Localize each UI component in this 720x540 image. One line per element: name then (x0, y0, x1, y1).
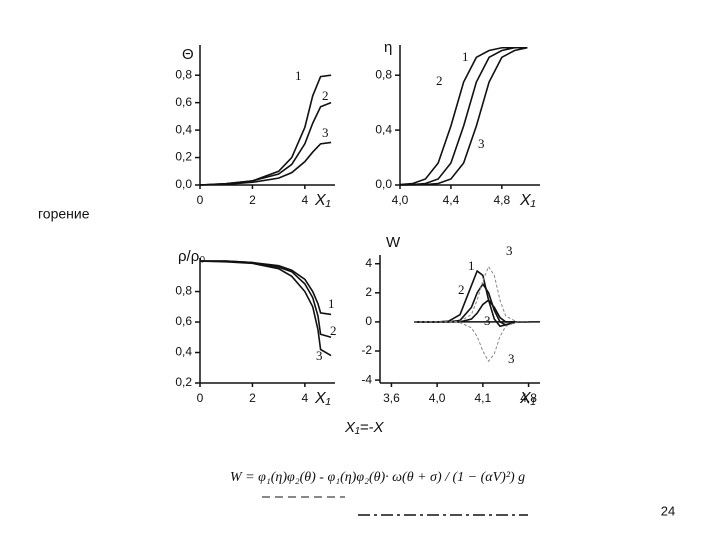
curve (200, 260, 332, 339)
y-tick-label: 0,8 (375, 67, 392, 81)
curve (399, 46, 528, 186)
curve (199, 260, 332, 357)
curve-label: 3 (484, 313, 491, 328)
y-tick-label: 2 (365, 285, 372, 299)
curve-label: 3 (506, 243, 513, 258)
curve-label: 1 (328, 296, 335, 311)
y-axis-label: η (384, 39, 392, 56)
curve-label: 3 (316, 348, 323, 363)
curve-label: 3 (508, 351, 515, 366)
curve (199, 101, 332, 186)
curve-label: 1 (295, 68, 302, 83)
y-tick-label: -2 (361, 343, 372, 357)
x-tick-label: 0 (197, 193, 204, 207)
curve-label: 1 (468, 258, 475, 273)
x-tick-label: 4,8 (520, 391, 537, 405)
y-tick-label: 0,8 (175, 67, 192, 81)
y-tick-label: 0,0 (375, 177, 392, 191)
curve (199, 74, 332, 186)
page-number: 24 (661, 503, 675, 518)
x-tick-label: 3,6 (383, 391, 400, 405)
y-axis-label: W (386, 234, 401, 251)
y-tick-label: 0 (365, 314, 372, 328)
y-axis-label: Θ (182, 46, 194, 63)
y-tick-label: 0,4 (175, 122, 192, 136)
x-axis-label: X₁ (519, 390, 536, 407)
x-tick-label: 4,0 (429, 391, 446, 405)
x-tick-label: 4 (302, 193, 309, 207)
x-tick-label: 4 (302, 391, 309, 405)
curve (200, 260, 332, 316)
x-tick-label: 2 (249, 391, 256, 405)
curve (199, 141, 332, 186)
x-tick-label: 4,4 (443, 193, 460, 207)
x-axis-label: X₁ (314, 192, 331, 209)
curve (414, 321, 529, 363)
x-axis-label: X₁ (519, 192, 536, 209)
x-axis-label: X₁ (314, 390, 331, 407)
curve (399, 46, 528, 186)
y-tick-label: 0,2 (175, 150, 192, 164)
x-tick-label: 4,1 (475, 391, 492, 405)
x-tick-label: 2 (249, 193, 256, 207)
y-tick-label: 0,0 (175, 177, 192, 191)
x-tick-label: 0 (197, 391, 204, 405)
curve-label: 2 (330, 323, 337, 338)
y-tick-label: 0,8 (175, 284, 192, 298)
y-tick-label: -4 (361, 372, 372, 386)
y-tick-label: 0,2 (175, 375, 192, 389)
side-label: горение (38, 206, 90, 222)
curve-label: 3 (478, 136, 485, 151)
curve-label: 1 (462, 49, 469, 64)
y-tick-label: 0,4 (175, 345, 192, 359)
x-tick-label: 4,0 (392, 193, 409, 207)
caption: X₁=-X (344, 419, 384, 436)
y-tick-label: 0,6 (175, 95, 192, 109)
curve-label: 3 (322, 125, 329, 140)
x-tick-label: 4,8 (493, 193, 510, 207)
y-tick-label: 4 (365, 256, 372, 270)
curve (399, 46, 528, 186)
y-axis-label: ρ/ρ₀ (178, 248, 205, 265)
y-tick-label: 0,4 (375, 122, 392, 136)
curve-label: 2 (322, 88, 329, 103)
curve (414, 298, 529, 323)
formula: W = φ₁(η)φ₂(θ) - φ₁(η)φ₂(θ)· ω(θ + σ) / … (230, 470, 525, 485)
curve (414, 265, 529, 323)
y-tick-label: 0,6 (175, 314, 192, 328)
curve-label: 2 (458, 282, 465, 297)
curve-label: 2 (436, 73, 443, 88)
